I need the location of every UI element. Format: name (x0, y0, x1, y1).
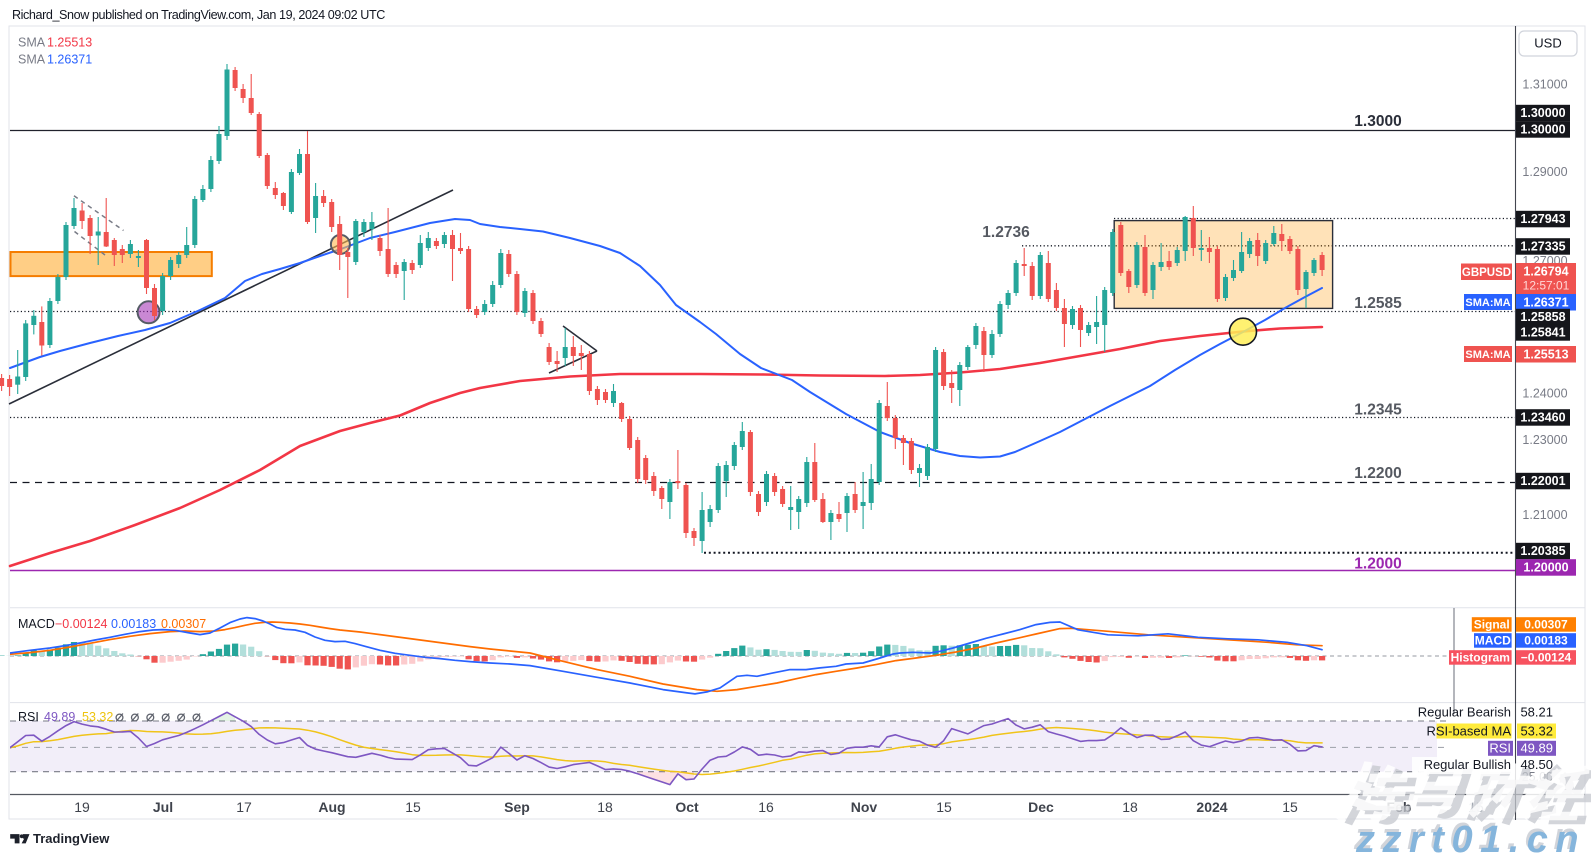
svg-text:zzrt01.cn: zzrt01.cn (1353, 816, 1584, 857)
svg-text:15: 15 (936, 799, 952, 815)
svg-text:1.30000: 1.30000 (1520, 123, 1565, 137)
svg-text:Aug: Aug (318, 799, 345, 815)
svg-text:1.20385: 1.20385 (1520, 544, 1565, 558)
svg-text:MACD: MACD (1475, 633, 1511, 647)
svg-text:0.00183: 0.00183 (111, 617, 156, 631)
svg-text:1.25858: 1.25858 (1520, 310, 1565, 324)
svg-text:1.31000: 1.31000 (1522, 78, 1567, 92)
svg-text:1.3000: 1.3000 (1354, 113, 1401, 130)
svg-text:RSI-based MA: RSI-based MA (1426, 723, 1511, 738)
svg-text:Histogram: Histogram (1451, 650, 1510, 664)
svg-text:0.00307: 0.00307 (161, 617, 206, 631)
svg-text:Richard_Snow published on Trad: Richard_Snow published on TradingView.co… (12, 8, 385, 22)
svg-text:15: 15 (1282, 799, 1298, 815)
svg-text:Oct: Oct (675, 799, 699, 815)
svg-text:1.22001: 1.22001 (1520, 474, 1565, 488)
svg-text:1.2736: 1.2736 (982, 224, 1030, 241)
svg-text:58.21: 58.21 (1520, 705, 1553, 720)
svg-text:Signal: Signal (1474, 617, 1510, 631)
svg-text:−0.00124: −0.00124 (55, 617, 108, 631)
svg-text:12:57:01: 12:57:01 (1523, 279, 1570, 293)
svg-text:1.29000: 1.29000 (1522, 165, 1567, 179)
svg-text:17: 17 (236, 799, 252, 815)
svg-text:−0.00124: −0.00124 (1521, 650, 1572, 664)
svg-text:0.00183: 0.00183 (1524, 633, 1568, 647)
svg-text:48.50: 48.50 (1520, 757, 1553, 772)
svg-text:Nov: Nov (851, 799, 878, 815)
svg-text:1.26371: 1.26371 (47, 53, 92, 67)
svg-text:RSI: RSI (18, 710, 39, 724)
svg-text:SMA: SMA (18, 53, 46, 67)
svg-text:1.21000: 1.21000 (1522, 508, 1567, 522)
svg-text:Regular Bearish: Regular Bearish (1418, 705, 1511, 720)
svg-text:53.32: 53.32 (1520, 723, 1553, 738)
svg-text:1.23460: 1.23460 (1520, 411, 1565, 425)
svg-text:1.2200: 1.2200 (1354, 465, 1401, 482)
svg-text:SMA: SMA (18, 36, 46, 50)
svg-text:19: 19 (74, 799, 90, 815)
svg-text:18: 18 (597, 799, 613, 815)
svg-text:1.24000: 1.24000 (1522, 387, 1567, 401)
svg-text:SMA:MA: SMA:MA (1465, 349, 1510, 361)
svg-text:15: 15 (405, 799, 421, 815)
svg-text:1.25513: 1.25513 (47, 36, 92, 50)
svg-text:1.27943: 1.27943 (1520, 212, 1565, 226)
svg-text:1.25513: 1.25513 (1523, 347, 1568, 361)
svg-text:18: 18 (1122, 799, 1138, 815)
svg-text:1.2345: 1.2345 (1354, 402, 1402, 419)
svg-text:USD: USD (1534, 36, 1561, 51)
svg-text:1.27335: 1.27335 (1520, 240, 1565, 254)
svg-text:1.20000: 1.20000 (1523, 561, 1568, 575)
svg-text:1.23000: 1.23000 (1522, 433, 1567, 447)
svg-text:GBPUSD: GBPUSD (1462, 267, 1511, 279)
svg-text:2024: 2024 (1196, 799, 1227, 815)
svg-text:1.2000: 1.2000 (1354, 556, 1401, 573)
svg-text:zzrt01.cn: zzrt01.cn (1355, 819, 1586, 857)
svg-text:53.32: 53.32 (82, 710, 113, 724)
svg-text:RSI: RSI (1489, 741, 1511, 756)
svg-text:MACD: MACD (18, 617, 55, 631)
svg-text:TradingView: TradingView (33, 831, 110, 846)
svg-text:0.00307: 0.00307 (1524, 617, 1568, 631)
svg-text:1.25841: 1.25841 (1520, 326, 1565, 340)
svg-text:49.89: 49.89 (44, 710, 75, 724)
svg-text:Jul: Jul (153, 799, 173, 815)
svg-text:SMA:MA: SMA:MA (1465, 297, 1510, 309)
svg-text:1.2585: 1.2585 (1354, 295, 1402, 312)
svg-text:Regular Bullish: Regular Bullish (1424, 757, 1511, 772)
svg-text:16: 16 (758, 799, 774, 815)
svg-text:Sep: Sep (504, 799, 530, 815)
svg-text:1.26371: 1.26371 (1523, 295, 1568, 309)
svg-text:1.30000: 1.30000 (1520, 106, 1565, 120)
svg-text:49.89: 49.89 (1520, 741, 1553, 756)
svg-text:1.26794: 1.26794 (1523, 265, 1568, 279)
svg-text:Dec: Dec (1028, 799, 1054, 815)
